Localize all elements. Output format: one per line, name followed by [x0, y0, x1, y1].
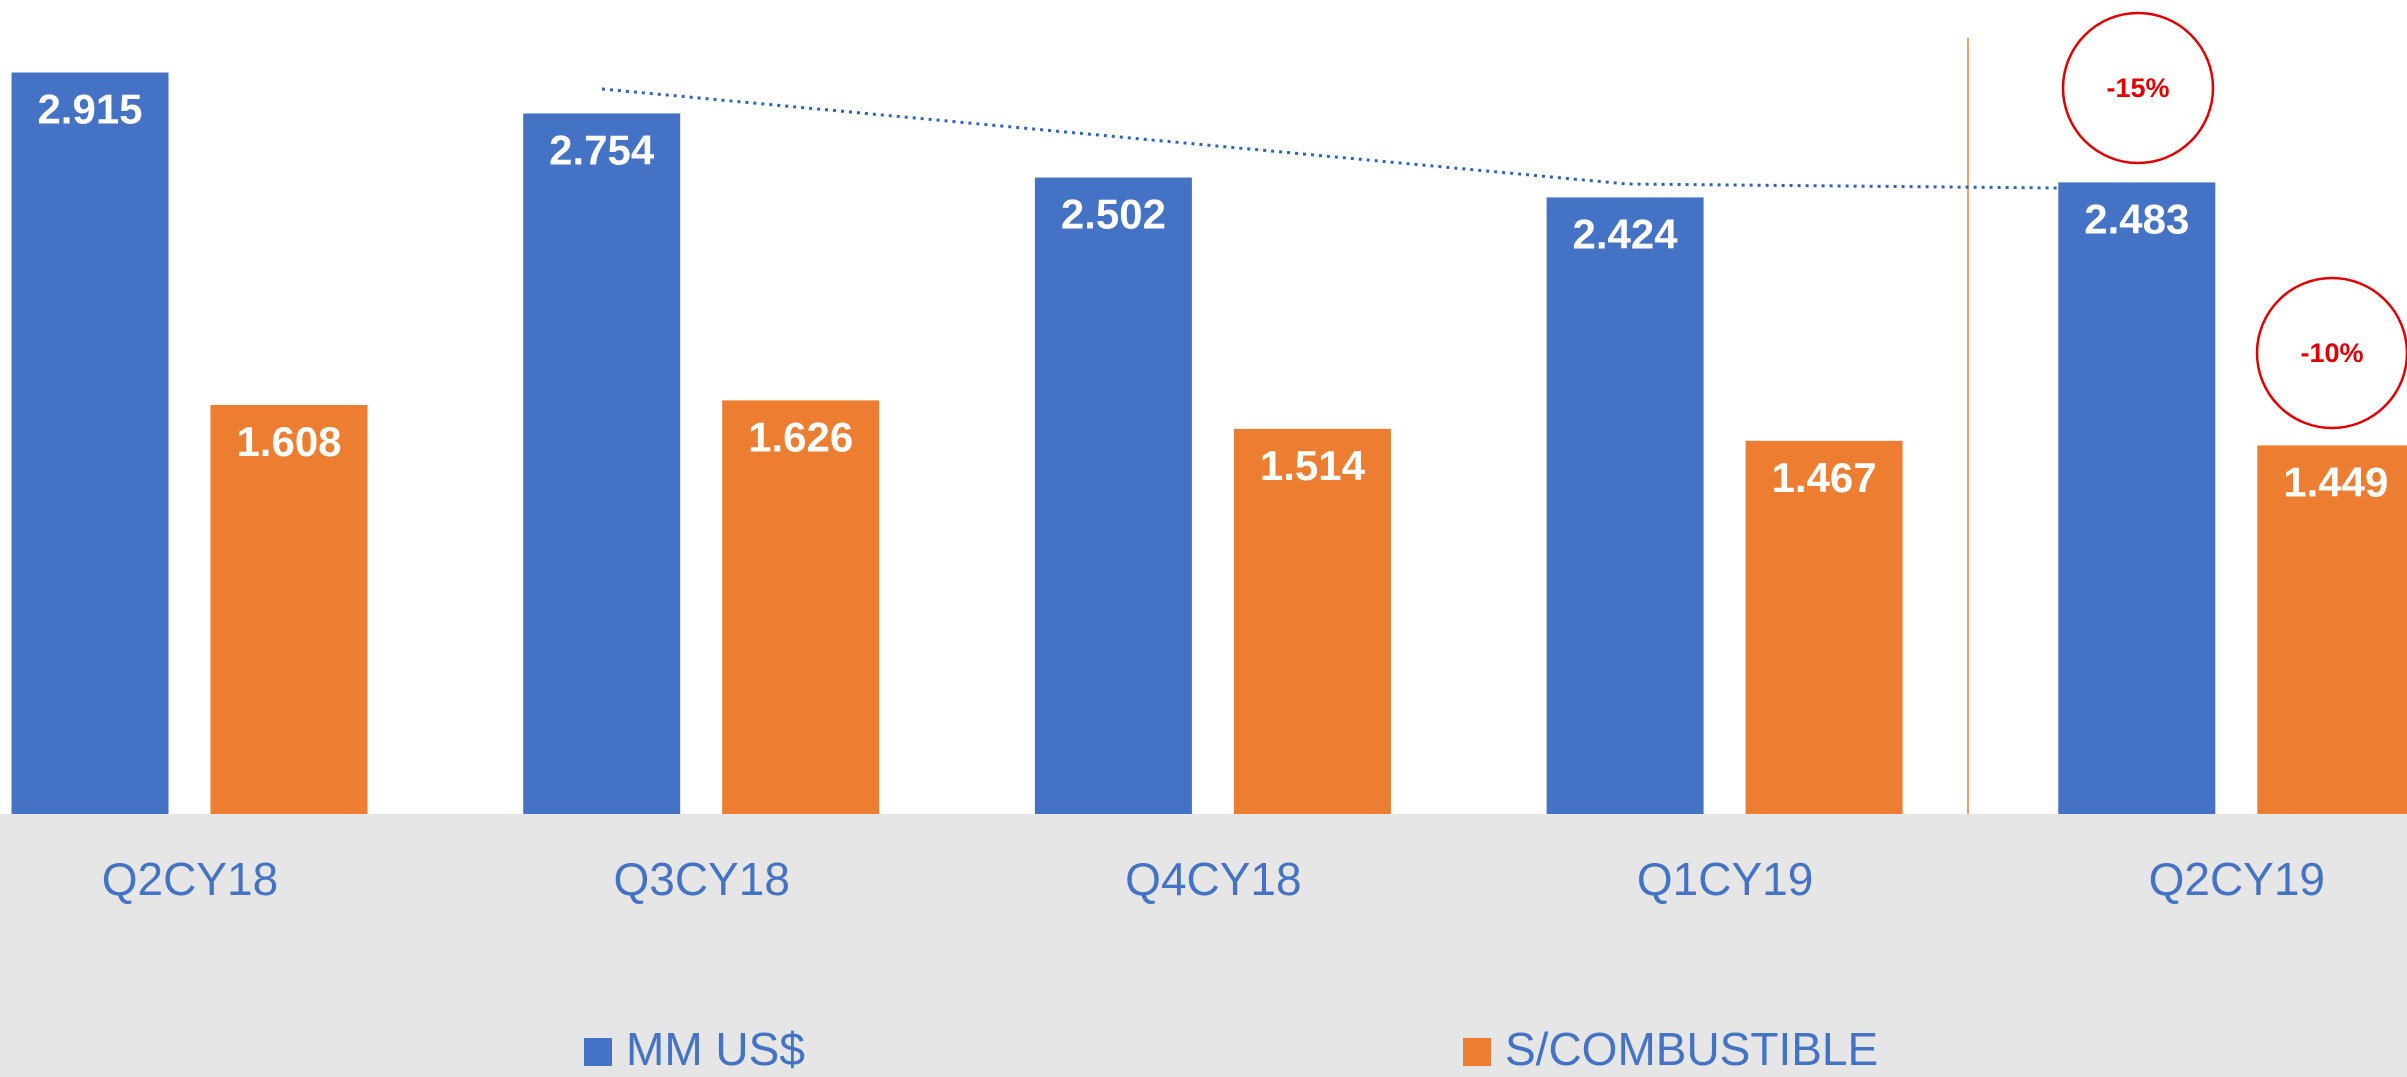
data-label: 1.449 — [2283, 459, 2388, 506]
annotation: -10% — [2300, 338, 2363, 368]
bar — [1546, 197, 1704, 814]
x-tick-label: Q4CY18 — [1125, 853, 1301, 905]
bar — [1233, 428, 1391, 814]
bar — [1745, 440, 1903, 814]
bar — [722, 400, 880, 814]
x-tick-label: Q3CY18 — [613, 853, 789, 905]
data-label: 2.502 — [1061, 191, 1166, 238]
data-label: 2.915 — [37, 86, 142, 133]
legend-swatch — [584, 1038, 612, 1066]
data-label: 1.608 — [236, 418, 341, 465]
bar — [2257, 445, 2407, 814]
axis-band — [0, 814, 2407, 1077]
bar — [2058, 182, 2216, 815]
data-label: 2.483 — [2084, 195, 2189, 242]
x-tick-label: Q2CY19 — [2149, 853, 2325, 905]
bar — [210, 404, 368, 814]
annotation-circle — [2255, 276, 2407, 430]
bar — [11, 72, 169, 814]
data-label: 1.514 — [1260, 442, 1366, 489]
bars — [11, 72, 2407, 815]
legend-label: S/COMBUSTIBLE — [1505, 1023, 1878, 1075]
data-label: 2.754 — [549, 127, 655, 174]
bar — [523, 113, 681, 815]
data-label: 2.424 — [1573, 210, 1679, 257]
legend-swatch — [1463, 1038, 1491, 1066]
x-tick-label: Q2CY18 — [102, 853, 278, 905]
bar — [1034, 177, 1192, 814]
annotation-circle — [2061, 11, 2215, 165]
data-label: 1.467 — [1772, 454, 1877, 501]
data-label: 1.626 — [748, 413, 853, 460]
annotation: -15% — [2106, 73, 2169, 103]
x-tick-label: Q1CY19 — [1637, 853, 1813, 905]
legend-label: MM US$ — [626, 1023, 805, 1075]
